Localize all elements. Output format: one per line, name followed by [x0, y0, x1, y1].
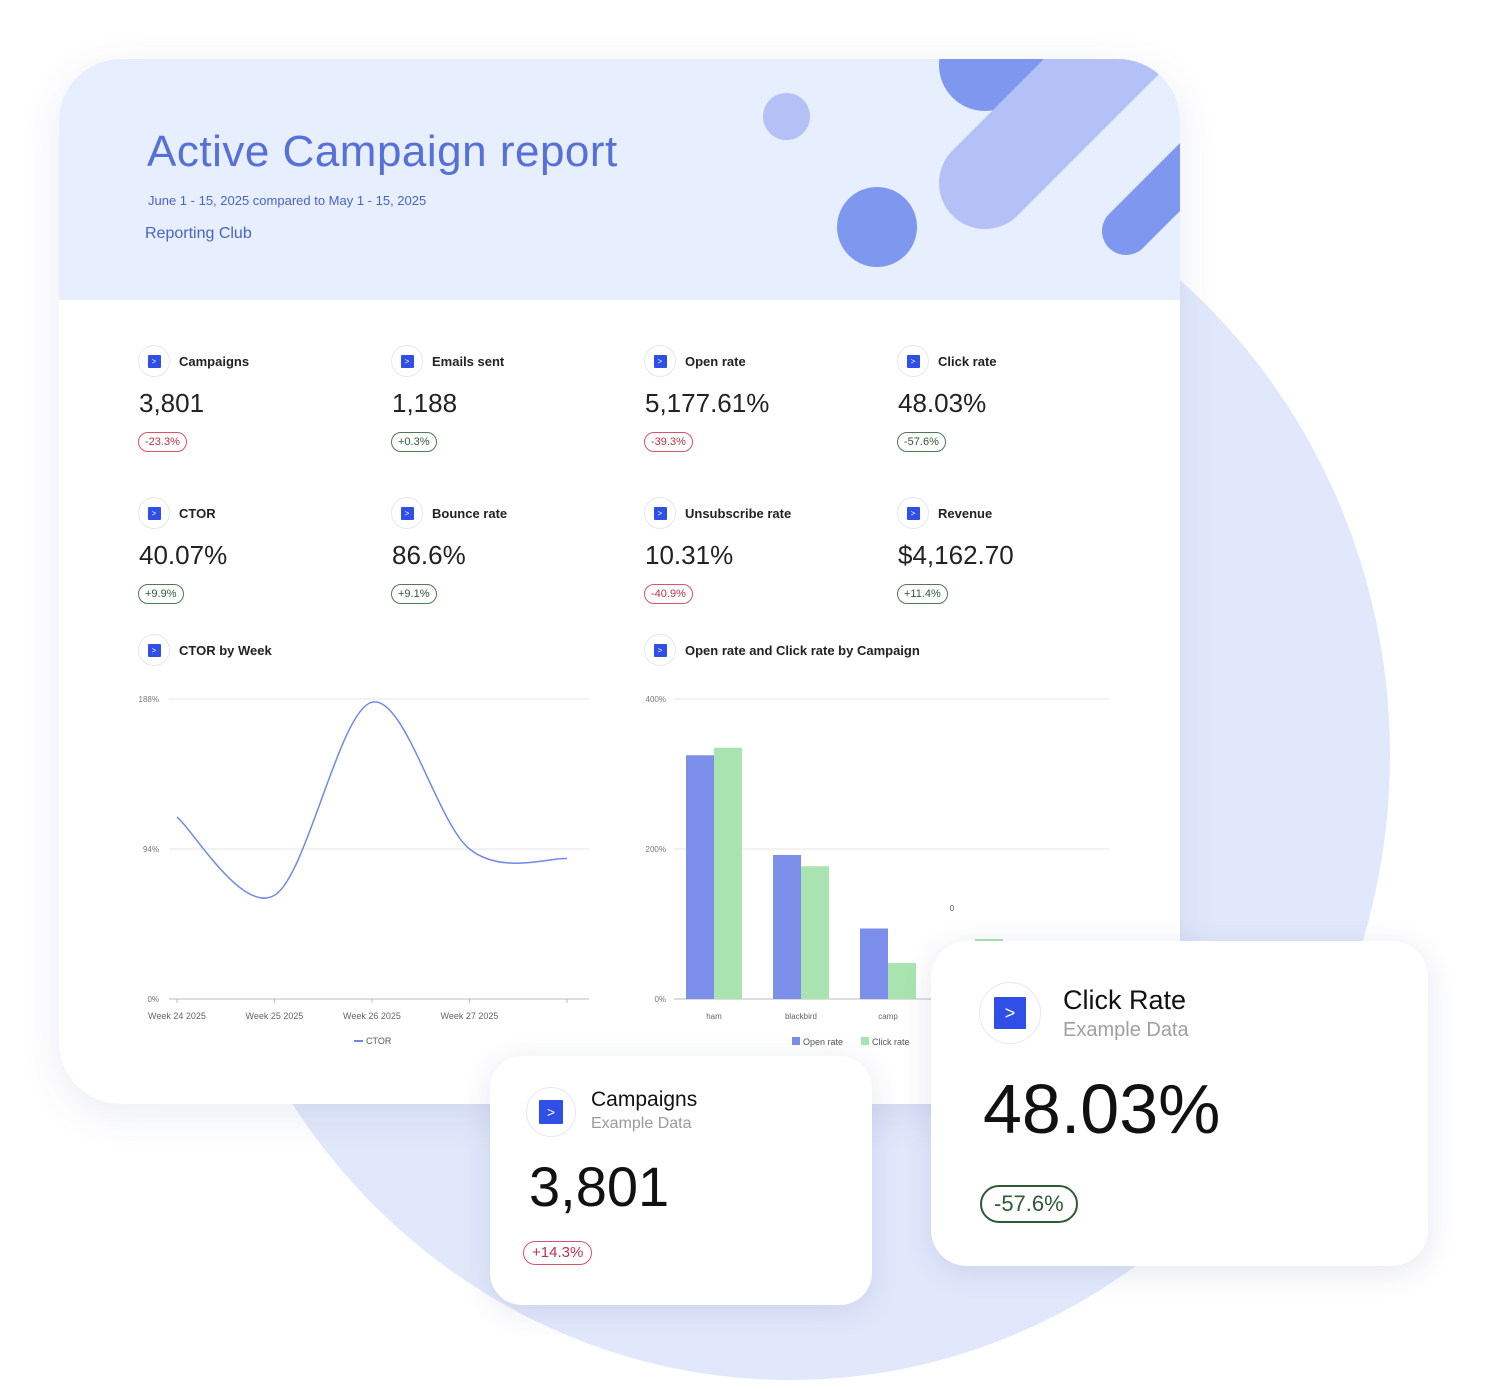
- y-tick-label: 188%: [139, 695, 159, 704]
- card-subtitle: Example Data: [1063, 1019, 1189, 1041]
- y-tick-label: 94%: [143, 845, 159, 854]
- chart-title: Open rate and Click rate by Campaign: [685, 642, 920, 658]
- metric-revenue: > Revenue $4,162.70 +11.4%: [897, 496, 1127, 616]
- metric-label: Campaigns: [179, 353, 250, 369]
- card-value: 48.03%: [983, 1070, 1221, 1148]
- metric-open-rate: > Open rate 5,177.61% -39.3%: [644, 344, 874, 464]
- report-header: Active Campaign report June 1 - 15, 2025…: [59, 59, 1180, 300]
- legend-swatch: [861, 1037, 869, 1045]
- activecampaign-icon: >: [644, 497, 676, 529]
- chart-title: CTOR by Week: [179, 642, 272, 658]
- brand-link[interactable]: Reporting Club: [145, 225, 252, 242]
- card-title: Campaigns: [591, 1088, 698, 1111]
- activecampaign-icon: >: [897, 345, 929, 377]
- metric-click-rate: > Click rate 48.03% -57.6%: [897, 344, 1127, 464]
- click-rate-card: > Click Rate Example Data 48.03% -57.6%: [931, 941, 1428, 1266]
- legend-label: Open rate: [803, 1037, 843, 1047]
- metric-value: 48.03%: [898, 388, 987, 418]
- bar: [888, 963, 916, 999]
- metric-unsubscribe-rate: > Unsubscribe rate 10.31% -40.9%: [644, 496, 874, 616]
- activecampaign-icon: >: [138, 345, 170, 377]
- x-tick-label: Week 24 2025: [148, 1011, 206, 1021]
- y-tick-label: 0%: [147, 995, 159, 1004]
- line-chart-header: > CTOR by Week: [138, 633, 272, 667]
- activecampaign-icon: >: [138, 497, 170, 529]
- bar: [773, 855, 801, 999]
- metric-value: $4,162.70: [898, 540, 1014, 570]
- legend-label: CTOR: [366, 1036, 392, 1046]
- bar: [801, 866, 829, 999]
- metric-label: Click rate: [938, 353, 997, 369]
- metric-label: Open rate: [685, 353, 746, 369]
- x-tick-label: camp: [878, 1012, 898, 1021]
- x-tick-label: Week 27 2025: [441, 1011, 499, 1021]
- activecampaign-icon: >: [897, 497, 929, 529]
- y-tick-label: 200%: [646, 845, 666, 854]
- metric-label: Revenue: [938, 505, 993, 521]
- bar: [686, 755, 714, 999]
- date-range: June 1 - 15, 2025 compared to May 1 - 15…: [148, 193, 427, 208]
- delta-badge: -57.6%: [980, 1185, 1078, 1223]
- delta-badge: +0.3%: [391, 432, 437, 452]
- delta-badge: +9.9%: [138, 584, 184, 604]
- x-tick-label: Week 26 2025: [343, 1011, 401, 1021]
- decor-dot-large: [837, 187, 917, 267]
- delta-badge: -57.6%: [897, 432, 946, 452]
- metric-emails-sent: > Emails sent 1,188 +0.3%: [391, 344, 621, 464]
- y-tick-label: 400%: [646, 695, 666, 704]
- metric-value: 3,801: [139, 388, 205, 418]
- metric-value: 5,177.61%: [645, 388, 770, 418]
- delta-badge: -40.9%: [644, 584, 693, 604]
- activecampaign-icon: >: [391, 497, 423, 529]
- ctor-line-chart: 188% 94% 0% Week 24 2025 Week 25 2025 Week 26…: [139, 695, 589, 1046]
- metric-value: 10.31%: [645, 540, 734, 570]
- x-tick-label: blackbird: [785, 1012, 817, 1021]
- card-subtitle: Example Data: [591, 1115, 692, 1132]
- delta-badge: -23.3%: [138, 432, 187, 452]
- campaigns-card: > Campaigns Example Data 3,801 +14.3%: [490, 1056, 872, 1305]
- bar-chart-header: > Open rate and Click rate by Campaign: [644, 633, 920, 667]
- x-tick-label: ham: [706, 1012, 722, 1021]
- delta-badge: -39.3%: [644, 432, 693, 452]
- delta-badge: +14.3%: [523, 1241, 593, 1265]
- metric-label: Unsubscribe rate: [685, 505, 792, 521]
- activecampaign-icon: >: [644, 345, 676, 377]
- metric-label: CTOR: [179, 505, 216, 521]
- metric-value: 1,188: [392, 388, 458, 418]
- metric-campaigns: > Campaigns 3,801 -23.3%: [138, 344, 368, 464]
- y-tick-label: 0%: [654, 995, 666, 1004]
- legend-swatch: [792, 1037, 800, 1045]
- card-value: 3,801: [529, 1155, 670, 1218]
- report-page: Active Campaign report June 1 - 15, 2025…: [59, 59, 1180, 1104]
- bar: [860, 928, 888, 999]
- delta-badge: +9.1%: [391, 584, 437, 604]
- metric-label: Emails sent: [432, 353, 505, 369]
- legend-label: Click rate: [872, 1037, 910, 1047]
- delta-badge: +11.4%: [897, 584, 948, 604]
- series-line-ctor: [176, 701, 568, 899]
- activecampaign-icon: >: [391, 345, 423, 377]
- metric-ctor: > CTOR 40.07% +9.9%: [138, 496, 368, 616]
- bar: [714, 747, 742, 999]
- metric-value: 86.6%: [392, 540, 466, 570]
- activecampaign-icon: >: [526, 1087, 576, 1137]
- activecampaign-icon: >: [138, 634, 170, 666]
- decor-dot-small: [763, 93, 810, 140]
- metric-bounce-rate: > Bounce rate 86.6% +9.1%: [391, 496, 621, 616]
- metric-label: Bounce rate: [432, 505, 508, 521]
- card-title: Click Rate: [1063, 985, 1187, 1015]
- data-label: 0: [950, 904, 955, 913]
- metric-value: 40.07%: [139, 540, 228, 570]
- activecampaign-icon: >: [979, 982, 1041, 1044]
- page-title: Active Campaign report: [147, 127, 618, 176]
- x-tick-label: Week 25 2025: [246, 1011, 304, 1021]
- activecampaign-icon: >: [644, 634, 676, 666]
